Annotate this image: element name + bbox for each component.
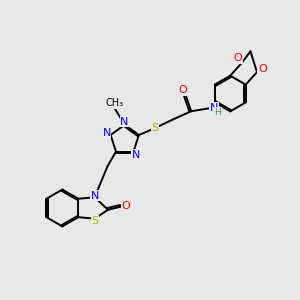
Text: CH₃: CH₃ — [106, 98, 124, 108]
Text: S: S — [92, 216, 99, 226]
Text: N: N — [132, 150, 140, 160]
Text: O: O — [121, 201, 130, 211]
Text: N: N — [120, 117, 129, 127]
Text: N: N — [103, 128, 111, 138]
Text: S: S — [151, 123, 158, 133]
Text: H: H — [214, 108, 221, 117]
Text: N: N — [210, 103, 218, 113]
Text: O: O — [234, 53, 242, 64]
Text: O: O — [258, 64, 267, 74]
Text: O: O — [178, 85, 187, 95]
Text: N: N — [91, 191, 99, 201]
